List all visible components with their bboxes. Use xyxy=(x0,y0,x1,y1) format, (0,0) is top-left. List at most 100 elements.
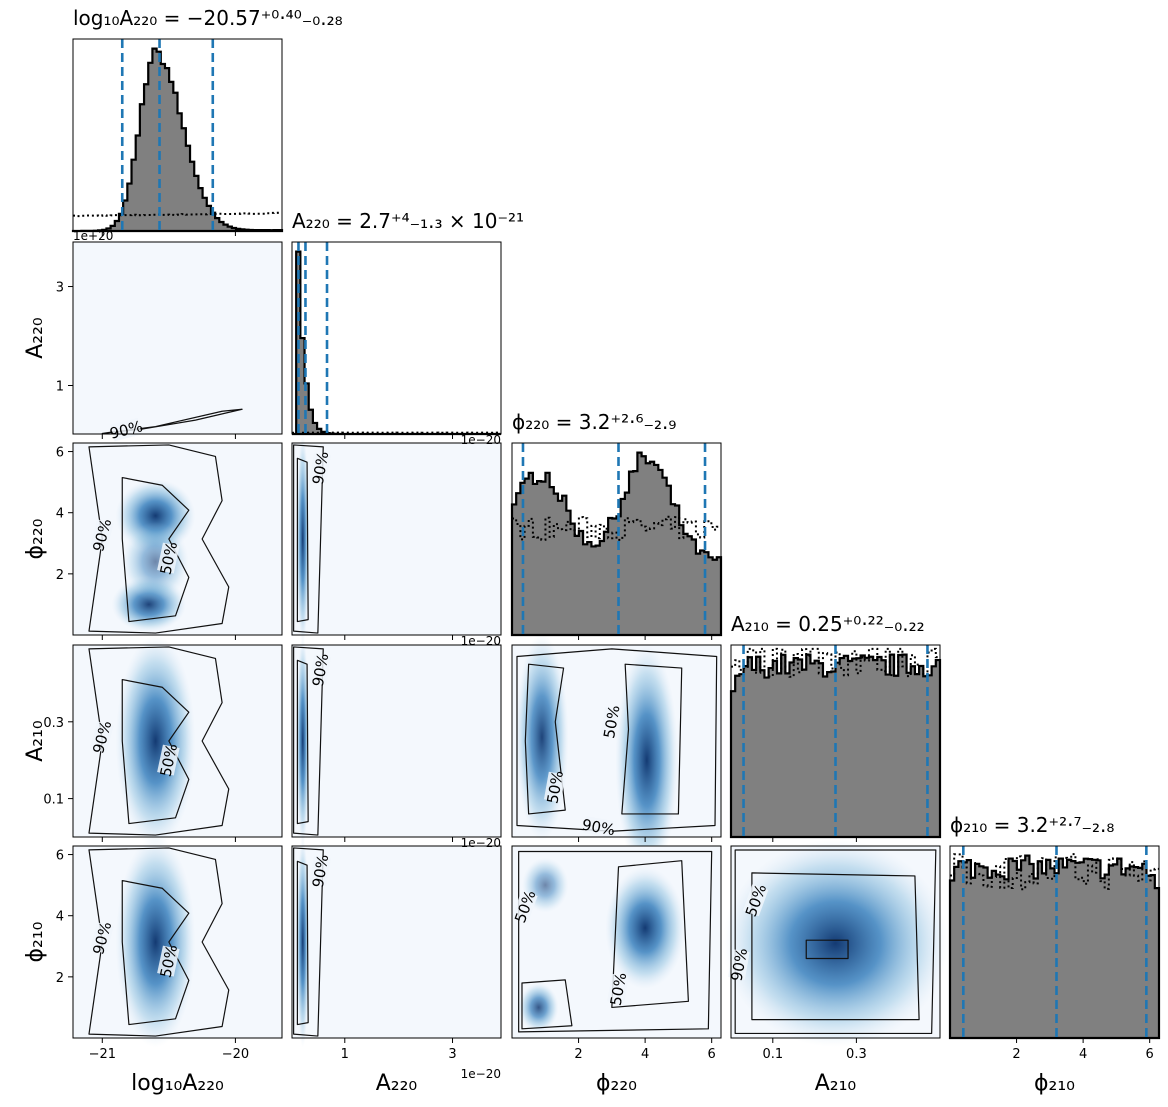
contour-label-50-phi210-vs-log10A220-bg xyxy=(157,945,180,977)
title-phi210: ϕ₂₁₀ = 3.2⁺²·⁷₋₂.₈ xyxy=(950,813,1114,837)
contour-label-90-phi210-vs-A220-bg xyxy=(309,855,331,887)
contour-label-90-phi210-vs-A220: 90% xyxy=(309,853,333,889)
contour-90-A210-vs-log10A220 xyxy=(88,646,230,836)
ytick-label-A220-0: 1 xyxy=(56,380,64,395)
contour-label-90-A220-vs-log10A220-bg xyxy=(110,417,142,442)
panel-frame-A210-A220 xyxy=(291,644,502,838)
histogram-log10A220 xyxy=(71,47,284,233)
xtick-label-log10A220-1: −20 xyxy=(222,1047,249,1062)
panel-frame-phi220-log10A220 xyxy=(72,442,283,636)
ytick-label-phi210-0: 2 xyxy=(56,971,64,986)
density-blob-phi220-vs-A220 xyxy=(296,433,310,645)
panel-frame-phi210-phi210 xyxy=(949,845,1160,1039)
contour-50-outer-phi210-vs-A210 xyxy=(751,872,920,1021)
contour-label-90-phi210-vs-log10A220-bg xyxy=(89,922,114,954)
xtick-label-phi210-1: 4 xyxy=(1079,1047,1087,1062)
ytick-label-A210-1: 0.3 xyxy=(43,716,64,731)
contour-90-phi210-vs-log10A220 xyxy=(88,847,230,1037)
panel-frame-A220-A220 xyxy=(291,241,502,435)
xtick-label-A220-1: 3 xyxy=(448,1047,456,1062)
xtick-label-phi220-0: 2 xyxy=(574,1047,582,1062)
contour-label-50-phi210-vs-phi220-bg xyxy=(512,890,538,923)
contour-label-90-phi220-vs-A220: 90% xyxy=(309,450,333,486)
offset-text-stray-0: 1e+20 xyxy=(73,229,113,243)
panel-frame-phi210-A220 xyxy=(291,845,502,1039)
y-axis-label-phi220: ϕ₂₂₀ xyxy=(23,518,48,559)
ytick-label-phi210-2: 6 xyxy=(56,849,64,864)
contour-label-50-phi210-vs-A210-bg xyxy=(742,884,769,917)
contour-50-A210-vs-A220 xyxy=(296,659,309,825)
density-blob-right-A210-vs-phi220 xyxy=(615,645,679,876)
contour-50-inner-phi210-vs-A210 xyxy=(805,939,849,960)
panel-frame-phi210-phi220 xyxy=(511,845,722,1039)
ytick-label-A220-1: 3 xyxy=(56,281,64,296)
contour-label-90-phi210-vs-A210-bg xyxy=(728,949,750,980)
y-axis-label-phi210: ϕ₂₁₀ xyxy=(23,921,48,962)
x-axis-label-A210: A₂₁₀ xyxy=(815,1071,857,1096)
contour-50-A210-vs-log10A220 xyxy=(121,678,190,825)
contour-90-phi220-vs-log10A220 xyxy=(88,444,230,634)
contour-label-90-A210-vs-phi220-bg xyxy=(583,816,614,838)
y-axis-label-A220: A₂₂₀ xyxy=(23,317,48,359)
contour-label-50-center-phi210-vs-phi220-bg xyxy=(607,973,629,1005)
contour-90-phi210-vs-A210 xyxy=(734,849,937,1035)
panel-frame-phi220-phi220 xyxy=(511,442,722,636)
x-axis-label-phi220: ϕ₂₂₀ xyxy=(596,1071,637,1096)
xtick-label-log10A220-0: −21 xyxy=(89,1047,116,1062)
panel-frame-A210-phi220 xyxy=(511,644,722,838)
panel-frame-A210-log10A220 xyxy=(72,644,283,838)
contour-90-phi210-vs-A220 xyxy=(293,847,324,1037)
density-blob-center-phi210-vs-phi220 xyxy=(605,866,686,990)
labels-layer: 90%90%50%90%90%50%90%50%50%90%90%50%90%5… xyxy=(23,6,1154,1096)
density-blob-phi210-vs-A220 xyxy=(296,836,310,1048)
x-axis-label-A220: A₂₂₀ xyxy=(376,1071,418,1096)
contour-label-50-right-A210-vs-phi220: 50% xyxy=(600,704,624,740)
contour-label-50-phi220-vs-log10A220-bg xyxy=(157,542,180,574)
contour-50-phi220-vs-A220 xyxy=(296,457,309,623)
panels-layer xyxy=(68,38,1161,1043)
offset-text-stray-2: 1e−20 xyxy=(461,634,501,648)
panel-frame-A220-log10A220 xyxy=(72,241,283,435)
offset-text-stray-1: 1e−20 xyxy=(461,433,501,447)
title-A210: A₂₁₀ = 0.25⁺⁰·²²₋₀.₂₂ xyxy=(731,612,925,636)
contour-label-90-A210-vs-A220: 90% xyxy=(309,652,333,688)
xtick-label-phi210-0: 2 xyxy=(1012,1047,1020,1062)
density-blob-phi210-vs-log10A220 xyxy=(115,836,196,1048)
x-axis-label-log10A220: log₁₀A₂₂₀ xyxy=(131,1071,224,1096)
panel-bg-A220-vs-log10A220 xyxy=(73,242,282,434)
contour-label-90-phi220-vs-A220-bg xyxy=(309,452,331,484)
xtick-label-A220-0: 1 xyxy=(341,1047,349,1062)
contour-50-phi210-vs-log10A220 xyxy=(121,879,190,1026)
xtick-label-phi210-2: 6 xyxy=(1146,1047,1154,1062)
ytick-label-A210-0: 0.1 xyxy=(43,793,64,808)
prior-histogram-log10A220 xyxy=(73,211,282,218)
contour-label-90-A210-vs-log10A220-bg xyxy=(89,721,114,753)
density-blob-left-A210-vs-phi220 xyxy=(515,633,569,841)
ytick-label-phi220-2: 6 xyxy=(56,446,64,461)
contour-label-50-left-A210-vs-phi220: 50% xyxy=(544,769,568,805)
contour-50-left-A210-vs-phi220 xyxy=(524,663,566,815)
ytick-label-phi210-1: 4 xyxy=(56,910,64,925)
panel-frame-log10A220-log10A220 xyxy=(72,38,283,232)
density-blob-A210-vs-log10A220 xyxy=(115,635,196,847)
y-axis-label-A210: A₂₁₀ xyxy=(23,720,48,762)
contour-label-50-A210-vs-log10A220-bg xyxy=(157,744,180,776)
panel-frame-phi210-log10A220 xyxy=(72,845,283,1039)
contour-50-right-A210-vs-phi220 xyxy=(621,663,683,815)
title-A220: A₂₂₀ = 2.7⁺⁴₋₁.₃ × 10⁻²¹ xyxy=(292,209,524,233)
panel-frame-A210-A210 xyxy=(730,644,941,838)
prior-histogram-phi220 xyxy=(512,515,721,541)
histogram-A220 xyxy=(292,250,501,436)
xtick-label-phi220-2: 6 xyxy=(708,1047,716,1062)
density-blob-phi210-vs-A210 xyxy=(722,839,949,1048)
xtick-label-A210-1: 0.3 xyxy=(846,1047,867,1062)
offset-text-stray-3: 1e−20 xyxy=(461,836,501,850)
title-phi220: ϕ₂₂₀ = 3.2⁺²·⁶₋₂.₉ xyxy=(512,410,676,434)
panel-frame-phi220-A220 xyxy=(291,442,502,636)
contour-50-corner-phi210-vs-phi220 xyxy=(521,979,573,1030)
x-offset-label-A220: 1e−20 xyxy=(461,1067,501,1081)
x-axis-label-phi210: ϕ₂₁₀ xyxy=(1034,1071,1075,1096)
density-blob-mid-phi220-vs-log10A220 xyxy=(122,521,189,602)
contour-label-90-phi220-vs-log10A220-bg xyxy=(89,519,114,551)
